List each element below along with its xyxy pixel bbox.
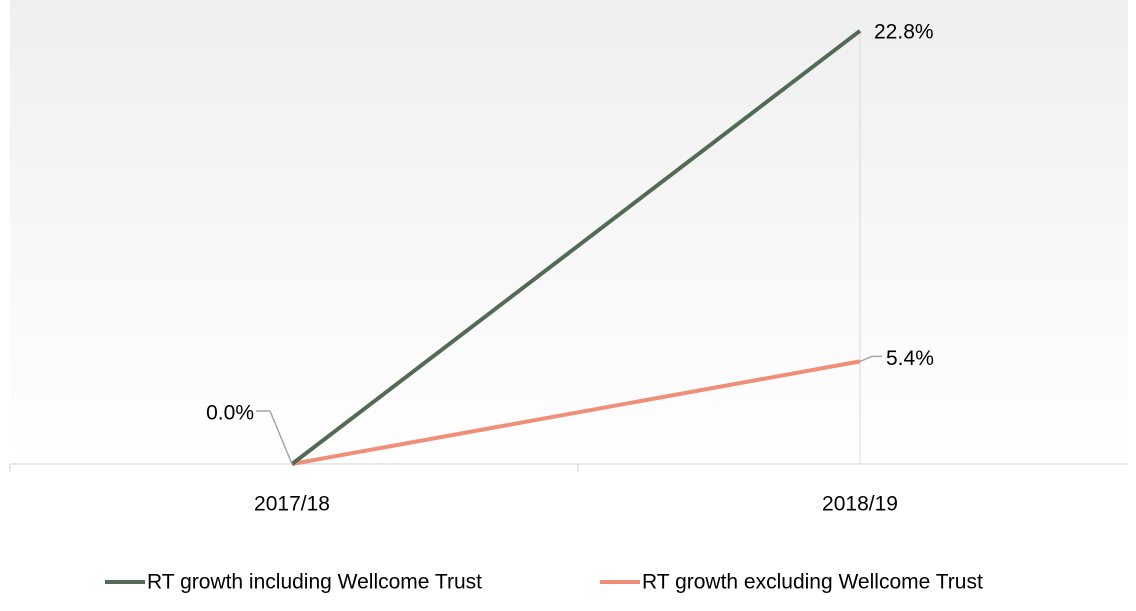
x-tick-label: 2017/18 (254, 493, 330, 516)
x-tick-label: 2018/19 (822, 493, 898, 516)
data-label: 22.8% (874, 20, 934, 43)
leader-line (859, 355, 882, 363)
legend-label: RT growth including Wellcome Trust (147, 571, 482, 594)
plot-background (10, 0, 1128, 464)
legend-label: RT growth excluding Wellcome Trust (642, 571, 983, 594)
series-line (291, 359, 861, 466)
data-label: 5.4% (886, 347, 934, 370)
data-label: 0.0% (206, 402, 254, 425)
leader-line (256, 410, 293, 465)
series-line (290, 29, 862, 466)
